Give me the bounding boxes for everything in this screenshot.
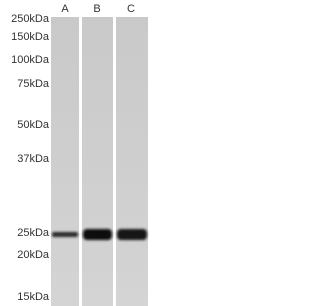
lane-label: A — [61, 3, 69, 15]
marker-label: 250kDa — [11, 13, 50, 25]
lane — [82, 17, 113, 306]
lane — [116, 17, 148, 306]
lane-label: C — [127, 3, 135, 15]
marker-label: 50kDa — [17, 119, 50, 131]
band — [52, 232, 78, 237]
marker-label: 20kDa — [17, 249, 50, 261]
marker-label: 75kDa — [17, 78, 50, 90]
marker-label: 37kDa — [17, 153, 50, 165]
marker-label: 150kDa — [11, 31, 50, 43]
western-blot: A B C 250kDa 150kDa 100kDa 75kDa 50kDa 3… — [11, 3, 150, 306]
lane — [51, 17, 79, 306]
marker-label: 15kDa — [17, 291, 50, 303]
marker-label: 100kDa — [11, 54, 50, 66]
band — [83, 229, 112, 240]
marker-label: 25kDa — [17, 227, 50, 239]
band — [117, 229, 147, 240]
lane-label: B — [93, 3, 100, 15]
